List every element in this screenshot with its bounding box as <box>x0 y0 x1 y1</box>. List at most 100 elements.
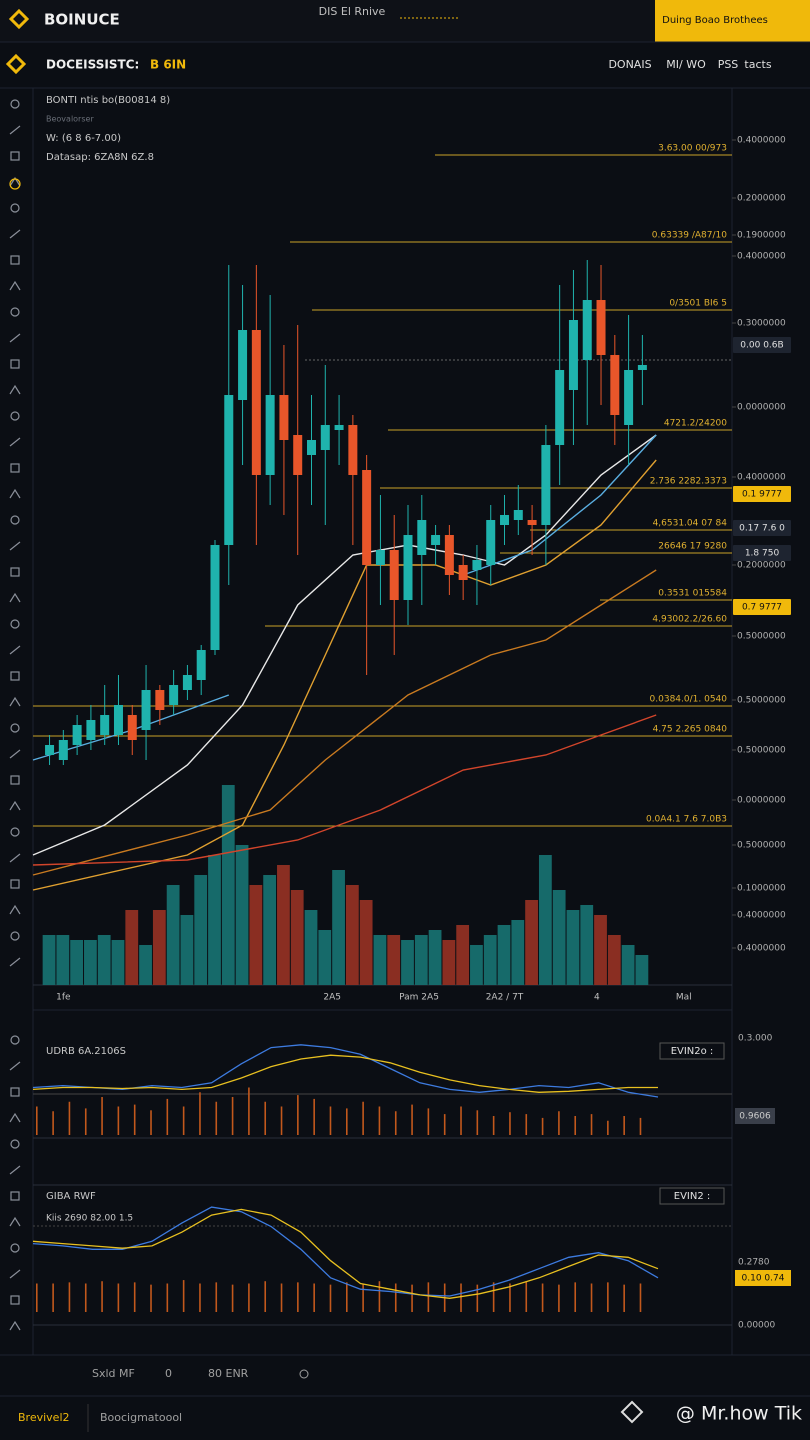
nav-item[interactable]: tacts <box>744 58 771 71</box>
candle-body <box>582 300 592 360</box>
indicator-line <box>32 1208 659 1299</box>
histogram-bar <box>199 1092 201 1135</box>
y-tick-label: 0.4000000 <box>737 473 786 483</box>
price-level-label: 0.63339 /A87/10 <box>652 231 727 241</box>
y-tick-label: 0.1900000 <box>737 231 786 241</box>
price-level-label: 4,6531.04 07 84 <box>653 519 728 529</box>
tool-icon <box>10 359 20 369</box>
histogram-bar <box>101 1097 103 1135</box>
x-tick-label: 1fe <box>56 993 71 1003</box>
indicator-tag[interactable]: EVIN2 : <box>674 1191 711 1202</box>
histogram-bar <box>52 1283 54 1312</box>
histogram-bar <box>264 1281 267 1312</box>
candle-body <box>141 690 151 730</box>
histogram-bar <box>558 1111 560 1135</box>
footer-item[interactable]: Brevivel2 <box>18 1411 70 1424</box>
histogram-bar <box>117 1283 120 1312</box>
histogram-bar <box>133 1282 136 1312</box>
candle-body <box>624 370 634 425</box>
histogram-bar <box>411 1104 413 1135</box>
tool-icon <box>10 1139 20 1149</box>
price-level-label: 0.0384.0/1. 0540 <box>650 695 728 705</box>
candle-body <box>224 395 234 545</box>
candle-body <box>348 425 358 475</box>
volume-bar <box>318 930 332 985</box>
tool-icon <box>10 515 20 525</box>
indicator-title: UDRB 6A.2106S <box>46 1046 126 1057</box>
indicator-side-tag <box>735 1108 775 1124</box>
indicator-tag[interactable]: EVIN2o : <box>671 1046 714 1057</box>
ticker: DIS El Rnive <box>319 5 386 18</box>
volume-bar <box>456 925 470 985</box>
header-button-label[interactable]: Duing Boao Brothees <box>662 15 768 26</box>
indicator-axis-label: 0.00000 <box>738 1321 775 1331</box>
histogram-bar <box>313 1283 315 1312</box>
nav-item[interactable]: PSS <box>718 58 739 71</box>
volume-bar <box>525 900 538 985</box>
volume-bar <box>538 855 552 985</box>
histogram-bar <box>346 1108 348 1135</box>
candle-body <box>513 510 523 520</box>
logo[interactable]: BOINUCE <box>44 11 120 29</box>
tool-icon <box>9 229 21 239</box>
histogram-bar <box>199 1283 201 1312</box>
histogram-bar <box>492 1282 495 1312</box>
tool-icon <box>9 176 21 187</box>
nav-item[interactable]: MI/ WO <box>666 58 706 71</box>
header-button[interactable] <box>655 0 810 42</box>
histogram-bar <box>476 1110 479 1135</box>
candle-body <box>500 515 510 525</box>
candle-body <box>541 445 551 525</box>
candle-body <box>637 365 647 370</box>
candle-body <box>196 650 206 680</box>
tool-icon <box>10 1035 20 1045</box>
volume-bar <box>345 885 359 985</box>
tool-icon <box>10 411 20 421</box>
toolbar-item[interactable]: 0 <box>165 1367 172 1380</box>
tool-icon <box>10 1295 20 1305</box>
indicator-side-tag <box>735 1270 791 1286</box>
histogram-bar <box>394 1283 397 1312</box>
candle-body <box>417 520 427 555</box>
histogram-bar <box>394 1111 397 1135</box>
tool-icon <box>9 333 21 343</box>
histogram-bar <box>362 1101 364 1135</box>
histogram-bar <box>68 1101 71 1135</box>
candle-body <box>375 550 385 565</box>
histogram-bar <box>427 1108 430 1135</box>
candle-body <box>155 690 165 710</box>
indicator-side-tag-label: 0.9606 <box>739 1112 771 1122</box>
tool-icon <box>9 1269 21 1279</box>
candle-body <box>72 725 82 745</box>
candle-body <box>210 545 220 650</box>
tool-icon <box>10 463 20 473</box>
candle-body <box>265 395 275 475</box>
price-tag <box>733 486 791 502</box>
price-level-label: 4721.2/24200 <box>664 419 727 429</box>
y-tick-label: 0.5000000 <box>737 632 786 642</box>
histogram-bar <box>36 1283 38 1312</box>
histogram-bar <box>150 1284 152 1312</box>
histogram-bar <box>280 1283 283 1312</box>
candle-body <box>568 320 578 390</box>
tool-icon <box>9 384 21 395</box>
toolbar-item[interactable]: 80 ENR <box>208 1367 249 1380</box>
candle-body <box>527 520 537 525</box>
volume-bar <box>635 955 649 985</box>
histogram-bar <box>248 1087 250 1135</box>
toolbar-item[interactable]: Sxld MF <box>92 1367 135 1380</box>
indicator-tag-box <box>659 1042 725 1060</box>
nav-item[interactable]: DONAIS <box>608 58 651 71</box>
histogram-bar <box>378 1106 381 1135</box>
tool-icon <box>10 775 20 785</box>
pair[interactable]: DOCEISSISTC: <box>46 58 139 72</box>
tool-icon <box>9 1320 21 1331</box>
volume-bar <box>387 935 401 985</box>
tool-icon <box>10 879 20 889</box>
histogram-bar <box>36 1106 38 1135</box>
indicator-tag-box <box>659 1187 725 1205</box>
footer-item[interactable]: Boocigmatoool <box>100 1411 182 1424</box>
y-tick-label: 0.2000000 <box>737 194 786 204</box>
histogram-bar <box>166 1283 169 1312</box>
